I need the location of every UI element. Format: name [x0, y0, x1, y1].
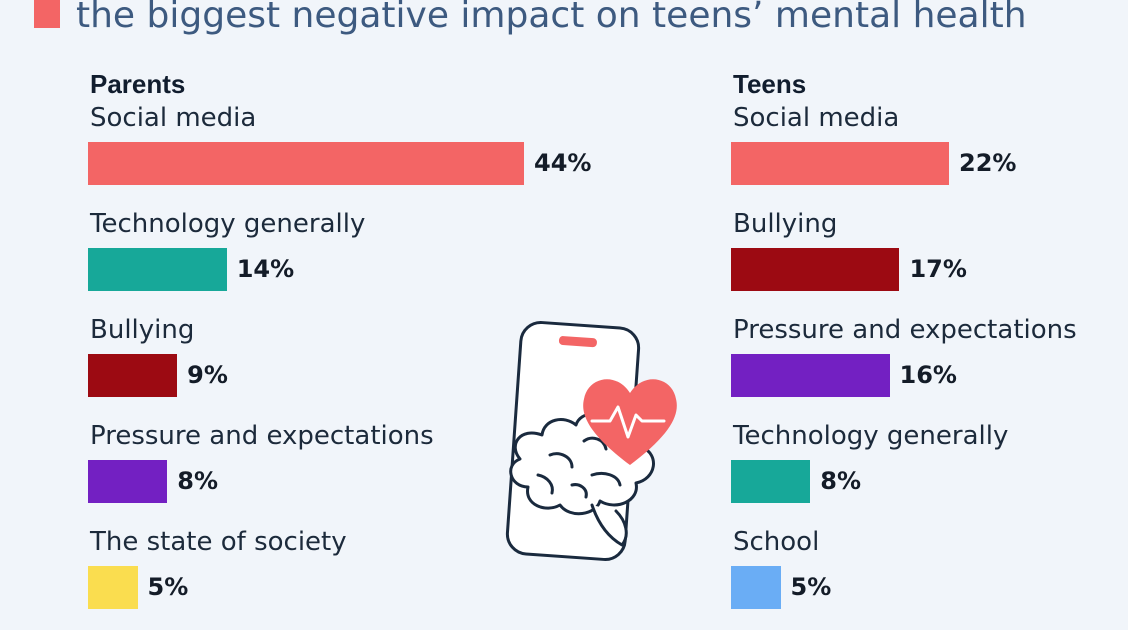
teens-category-label: Technology generally	[733, 421, 1009, 451]
parents-bar	[88, 460, 168, 503]
parents-value-label: 44%	[534, 149, 592, 177]
teens-bar	[731, 460, 811, 503]
teens-value-label: 16%	[899, 361, 957, 389]
teens-category-label: Social media	[733, 103, 900, 133]
parents-bar	[88, 566, 138, 609]
parents-category-label: The state of society	[90, 527, 347, 557]
teens-row: Pressure and expectations 16%	[731, 312, 1128, 418]
parents-bar	[88, 354, 178, 397]
parents-panel: Parents Social media 44% Technology genera…	[88, 68, 591, 630]
teens-row: School 5%	[731, 524, 1128, 630]
teens-category-label: Pressure and expectations	[733, 315, 1077, 345]
parents-category-label: Technology generally	[90, 209, 366, 239]
parents-value-label: 14%	[236, 255, 295, 283]
parents-category-label: Social media	[90, 103, 257, 133]
parents-row: Bullying 9%	[88, 312, 508, 418]
parents-bar	[88, 248, 227, 291]
teens-row: Bullying 17%	[731, 206, 1128, 312]
teens-bar	[731, 248, 900, 291]
teens-value-label: 8%	[820, 467, 862, 495]
teens-bar	[731, 566, 781, 609]
parents-value-label: 5%	[147, 573, 189, 601]
teens-category-label: School	[733, 527, 820, 557]
panel-title-parents: Parents	[90, 69, 186, 99]
heart-icon	[583, 379, 677, 465]
parents-category-label: Pressure and expectations	[90, 421, 434, 451]
teens-category-label: Bullying	[733, 209, 838, 239]
parents-row: Pressure and expectations 8%	[88, 418, 508, 524]
teens-bar	[731, 354, 890, 397]
parents-value-label: 8%	[177, 467, 219, 495]
panel-title-teens: Teens	[733, 69, 807, 99]
teens-value-label: 22%	[959, 149, 1017, 177]
parents-category-label: Bullying	[90, 315, 195, 345]
parents-row: Technology generally 14%	[88, 206, 508, 312]
parents-bar	[88, 142, 524, 185]
parents-value-label: 9%	[187, 361, 228, 389]
title-marker	[34, 0, 60, 28]
parents-bar-list: Social media 44% Technology generally 14% Bu…	[88, 100, 591, 630]
teens-bar-list: Social media 22% Bullying 17% Pressure and e…	[731, 100, 1128, 630]
teens-row: Technology generally 8%	[731, 418, 1128, 524]
teens-row: Social media 22%	[731, 100, 1128, 206]
parents-row: The state of society 5%	[88, 524, 508, 630]
teens-panel: Teens Social media 22% Bullying 17% Pressure…	[731, 68, 1128, 630]
chart-title: the biggest negative impact on teens’ me…	[76, 0, 1027, 36]
phone-heart-brain-illustration	[505, 321, 677, 561]
teens-value-label: 17%	[909, 255, 967, 283]
parents-row: Social media 44%	[88, 100, 591, 206]
teens-value-label: 5%	[790, 573, 832, 601]
teens-bar	[731, 142, 949, 185]
heartbeat-line-icon	[590, 405, 666, 439]
